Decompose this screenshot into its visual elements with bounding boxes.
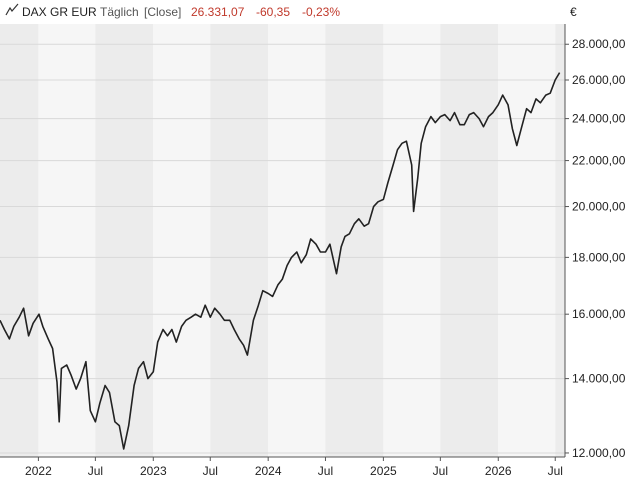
change-absolute: -60,35: [256, 5, 290, 19]
x-tick-label: Jul: [433, 464, 448, 478]
time-band: [555, 24, 565, 457]
y-tick-label: 14.000,00: [572, 372, 626, 386]
y-tick-label: 20.000,00: [572, 200, 626, 214]
x-tick-label: 2023: [140, 464, 167, 478]
line-chart-icon: [5, 3, 19, 16]
mode-label: [Close]: [144, 5, 181, 19]
instrument-name: DAX GR EUR: [22, 5, 97, 19]
time-band: [268, 24, 326, 457]
x-tick-label: Jul: [88, 464, 103, 478]
time-band: [153, 24, 211, 457]
currency-unit: €: [570, 5, 577, 19]
y-tick-label: 16.000,00: [572, 307, 626, 321]
price-line: [0, 72, 561, 450]
x-tick-label: 2022: [25, 464, 52, 478]
last-value: 26.331,07: [191, 5, 245, 19]
x-tick-label: 2026: [485, 464, 512, 478]
time-band: [38, 24, 96, 457]
time-band: [440, 24, 499, 457]
x-tick-label: Jul: [203, 464, 218, 478]
chart-header: DAX GR EUR Täglich [Close] 26.331,07 -60…: [5, 3, 340, 19]
period-label: Täglich: [100, 5, 139, 19]
x-tick-label: 2024: [255, 464, 282, 478]
time-band: [383, 24, 441, 457]
y-tick-label: 26.000,00: [572, 73, 626, 87]
y-tick-label: 22.000,00: [572, 154, 626, 168]
time-band: [325, 24, 384, 457]
price-line-layer: [0, 72, 561, 450]
y-tick-label: 18.000,00: [572, 250, 626, 264]
y-tick-label: 28.000,00: [572, 37, 626, 51]
axes: 12.000,00 14.000,00 16.000,00 18.000,00 20.0…: [0, 24, 626, 478]
time-band: [498, 24, 556, 457]
background-bands: [0, 24, 565, 457]
y-tick-label: 24.000,00: [572, 112, 626, 126]
x-tick-label: Jul: [318, 464, 333, 478]
change-percent: -0,23%: [302, 5, 340, 19]
time-band: [95, 24, 154, 457]
time-band: [210, 24, 269, 457]
time-band: [0, 24, 39, 457]
y-tick-label: 12.000,00: [572, 446, 626, 460]
x-tick-label: Jul: [548, 464, 563, 478]
x-tick-label: 2025: [370, 464, 397, 478]
grid-lines: [0, 43, 565, 454]
